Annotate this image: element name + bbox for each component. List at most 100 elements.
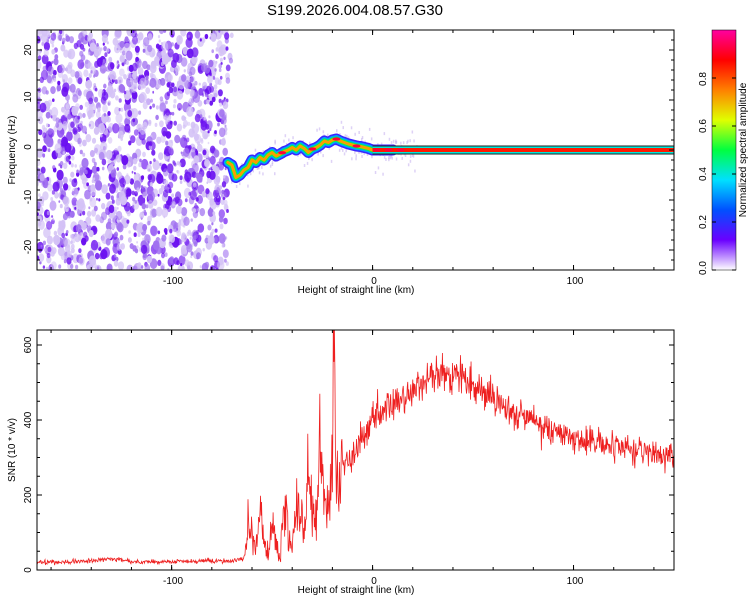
noise-blob xyxy=(200,119,204,124)
trace-halo-dot xyxy=(401,156,403,160)
noise-blob xyxy=(137,124,141,129)
noise-blob xyxy=(53,234,61,246)
noise-blob xyxy=(181,115,186,121)
noise-blob xyxy=(160,184,165,191)
noise-blob xyxy=(69,36,74,44)
noise-blob xyxy=(134,45,140,53)
noise-blob xyxy=(159,102,167,112)
trace-halo-dot xyxy=(322,154,324,158)
noise-blob xyxy=(90,239,99,251)
snr-background xyxy=(37,330,674,570)
noise-blob xyxy=(117,63,120,68)
noise-blob xyxy=(172,224,178,233)
noise-blob xyxy=(225,64,231,72)
noise-blob xyxy=(122,50,126,56)
noise-blob xyxy=(58,200,61,203)
noise-blob xyxy=(209,82,213,87)
noise-blob xyxy=(132,30,135,34)
trace-halo-dot xyxy=(285,143,288,146)
noise-blob xyxy=(190,255,193,259)
noise-blob xyxy=(101,91,109,101)
noise-blob xyxy=(224,167,227,171)
noise-blob xyxy=(178,162,182,167)
noise-blob xyxy=(218,127,226,138)
noise-blob xyxy=(183,147,190,157)
noise-blob xyxy=(134,193,137,197)
noise-blob xyxy=(79,50,84,57)
noise-blob xyxy=(117,171,122,178)
noise-blob xyxy=(213,211,216,215)
noise-blob xyxy=(52,164,56,169)
noise-blob xyxy=(62,196,70,206)
noise-blob xyxy=(98,123,106,134)
noise-blob xyxy=(205,93,208,98)
tail-core xyxy=(372,148,674,152)
noise-blob xyxy=(37,159,41,167)
noise-blob xyxy=(224,258,227,263)
noise-blob xyxy=(218,98,222,104)
trace-halo-dot xyxy=(363,152,365,156)
trace-halo-dot xyxy=(361,154,363,158)
trace-halo-dot xyxy=(354,151,356,155)
noise-blob xyxy=(114,44,121,54)
noise-blob xyxy=(96,197,98,201)
noise-blob xyxy=(150,131,157,141)
noise-blob xyxy=(62,213,68,221)
noise-blob xyxy=(62,151,66,155)
noise-blob xyxy=(94,252,100,260)
noise-blob xyxy=(70,234,74,239)
noise-blob xyxy=(180,247,188,257)
noise-blob xyxy=(167,158,170,163)
noise-blob xyxy=(183,216,190,226)
trace-halo-dot xyxy=(274,141,276,145)
trace-halo-dot xyxy=(357,150,360,154)
spectrogram-ticks xyxy=(37,29,674,271)
noise-blob xyxy=(218,233,226,244)
noise-blob xyxy=(37,60,42,70)
noise-blob xyxy=(156,171,162,179)
noise-blob xyxy=(139,92,147,103)
noise-blob xyxy=(129,243,134,250)
noise-blob xyxy=(205,154,209,159)
trace-halo-dot xyxy=(351,157,353,161)
noise-blob xyxy=(79,143,82,147)
noise-blob xyxy=(42,191,49,201)
noise-blob xyxy=(93,74,96,78)
noise-blob xyxy=(42,145,47,153)
bottom-y-axis-label: SNR (10 * v/v) xyxy=(7,418,18,482)
noise-blob xyxy=(98,151,105,161)
noise-blob xyxy=(181,74,187,82)
trace-halo-dot xyxy=(288,138,290,142)
spectrogram-panel: -100 0 100 -20 -10 0 10 20 Height of str… xyxy=(7,29,675,296)
bottom-ytick-label-200: 200 xyxy=(23,486,34,503)
noise-blob xyxy=(222,196,226,201)
noise-blob xyxy=(137,262,142,269)
noise-blob xyxy=(58,64,65,74)
noise-blob xyxy=(166,91,171,97)
noise-blob xyxy=(128,140,132,146)
noise-blob xyxy=(93,205,98,212)
noise-blob xyxy=(115,210,123,221)
noise-blob xyxy=(164,203,170,210)
trace-halo-dot xyxy=(262,172,264,176)
noise-blob xyxy=(68,128,72,133)
noise-blob xyxy=(96,57,104,67)
noise-blob xyxy=(123,74,127,80)
noise-blob xyxy=(106,41,109,45)
noise-blob xyxy=(108,204,115,214)
trace-halo-dot xyxy=(361,137,363,141)
noise-blob xyxy=(186,106,194,117)
snr-frame xyxy=(36,329,675,571)
noise-blob xyxy=(61,136,68,147)
noise-blob xyxy=(178,255,186,266)
noise-blob xyxy=(53,77,57,82)
noise-blob xyxy=(117,261,125,270)
noise-blob xyxy=(142,101,148,110)
noise-blob xyxy=(211,222,214,226)
noise-blob xyxy=(189,89,195,97)
noise-blob xyxy=(148,141,153,147)
trace-halo-dot xyxy=(411,130,414,134)
noise-blob xyxy=(55,117,60,124)
noise-blob xyxy=(182,46,188,55)
trace-halo-dot xyxy=(411,153,414,157)
